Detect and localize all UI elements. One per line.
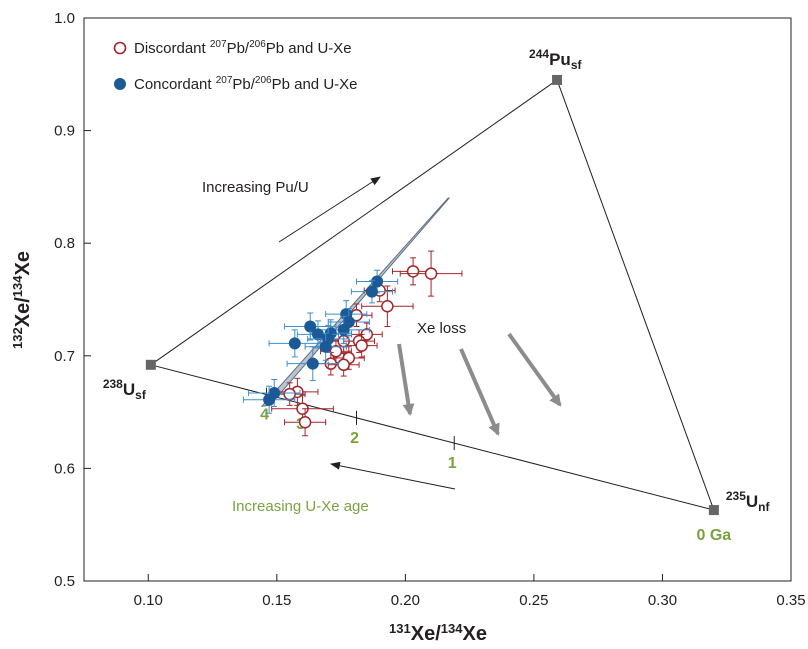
endmember-sup: 235 <box>726 489 746 503</box>
endmember-base: U <box>746 492 758 511</box>
xe-loss-arrow <box>397 343 415 416</box>
regression-band-fill <box>260 197 451 407</box>
discordant-point <box>284 408 327 437</box>
endmember-base: U <box>123 380 135 399</box>
x-axis-label-sup: 131 <box>389 621 411 636</box>
annotation-increasing-u-xe-age: Increasing U-Xe age <box>232 498 369 515</box>
legend-concordant-sup1: 207 <box>216 75 233 86</box>
legend-discordant-sup2: 206 <box>249 39 266 50</box>
x-tick-label: 0.15 <box>262 592 291 609</box>
y-tick-label: 0.9 <box>54 123 75 140</box>
mixing-triangle: 43210 Ga <box>149 79 732 544</box>
age-tick-label: 2 <box>350 430 359 447</box>
endmember-label: 238Usf <box>103 377 147 402</box>
y-tick-label: 0.6 <box>54 460 75 477</box>
x-tick-label: 0.20 <box>391 592 420 609</box>
legend-concordant-sup2: 206 <box>255 75 272 86</box>
annotation-increasing-pu-u: Increasing Pu/U <box>202 179 309 196</box>
annotations <box>278 176 562 490</box>
marker <box>371 275 384 288</box>
x-tick-label: 0.30 <box>648 592 677 609</box>
xe-loss-arrow <box>459 348 500 436</box>
plot-frame <box>83 17 792 582</box>
legend-concordant-mid: Pb/ <box>232 76 255 93</box>
x-tick-label: 0.10 <box>134 592 163 609</box>
concordant-point <box>350 279 394 304</box>
legend-discordant-marker <box>113 41 127 55</box>
x-axis-label: 131Xe/134Xe <box>389 621 487 645</box>
marker <box>355 339 368 352</box>
marker <box>381 300 394 313</box>
legend-concordant-pre: Concordant <box>134 76 216 93</box>
endmember-sub: nf <box>758 500 770 514</box>
endmember-sub: sf <box>135 388 147 402</box>
discordant-point <box>399 250 463 297</box>
endmember-marker <box>708 505 719 516</box>
endmember-label: 235Unf <box>726 489 771 514</box>
marker <box>337 358 350 372</box>
x-axis-label-main2: Xe <box>462 623 486 645</box>
age-tick-label: 1 <box>448 455 457 472</box>
x-axis-label-sup2: 134 <box>441 621 463 636</box>
legend: Discordant 207Pb/206Pb and U-Xe Concorda… <box>113 39 358 93</box>
endmember-sub: sf <box>571 58 583 72</box>
y-axis-label-main2: Xe <box>12 251 34 275</box>
marker <box>306 357 319 370</box>
pu-u-arrow <box>278 176 381 243</box>
concordant-point <box>284 312 337 341</box>
y-tick-label: 1.0 <box>54 10 75 27</box>
data-series <box>242 250 463 437</box>
concordant-point <box>268 329 322 358</box>
marker <box>263 393 276 406</box>
y-axis-label-sup2: 134 <box>10 275 25 297</box>
endmember-marker <box>145 359 156 370</box>
marker <box>311 328 324 341</box>
marker <box>329 345 343 358</box>
y-axis-label: 132Xe/134Xe <box>10 251 34 349</box>
endmember-sup: 244 <box>529 47 549 61</box>
concordant-point <box>317 315 370 344</box>
endmember-base: Pu <box>549 50 571 69</box>
endmember-sup: 238 <box>103 377 123 391</box>
legend-discordant-post: Pb and U-Xe <box>266 40 352 57</box>
y-tick-label: 0.7 <box>54 348 75 365</box>
age-tick-label: 0 Ga <box>697 527 732 544</box>
legend-discordant-mid: Pb/ <box>227 40 250 57</box>
y-tick-label: 0.8 <box>54 235 75 252</box>
discordant-point <box>361 285 414 328</box>
u-xe-age-arrow <box>330 461 456 490</box>
legend-discordant-sup1: 207 <box>210 39 227 50</box>
axis-ticks: 0.10 0.15 0.20 0.25 0.30 0.35 0.5 0.6 0.7 0.8 0.9 1… <box>54 10 805 609</box>
mixing-triangle-outline <box>149 79 715 511</box>
marker <box>288 337 301 350</box>
marker <box>424 267 438 280</box>
marker <box>365 285 378 298</box>
x-axis-label-main: Xe/ <box>411 623 441 645</box>
endmember-marker <box>552 74 563 85</box>
y-tick-label: 0.5 <box>54 573 75 590</box>
y-axis-label-sup: 132 <box>10 327 25 349</box>
regression-band <box>260 197 451 407</box>
annotation-xe-loss: Xe loss <box>417 320 466 337</box>
legend-concordant-label: Concordant 207Pb/206Pb and U-Xe <box>134 75 358 93</box>
legend-discordant-label: Discordant 207Pb/206Pb and U-Xe <box>134 39 352 57</box>
endmember-label: 244Pusf <box>529 47 582 72</box>
legend-concordant-post: Pb and U-Xe <box>272 76 358 93</box>
y-axis-label-main: Xe/ <box>12 297 34 327</box>
x-tick-label: 0.35 <box>776 592 805 609</box>
concordant-point <box>286 346 340 382</box>
age-tick-label: 4 <box>260 407 269 424</box>
legend-concordant-marker <box>114 78 126 90</box>
legend-discordant-pre: Discordant <box>134 40 210 57</box>
marker <box>406 265 420 278</box>
marker <box>283 387 296 401</box>
marker <box>298 415 312 429</box>
concordant-point <box>242 385 296 414</box>
marker <box>337 323 350 336</box>
x-tick-label: 0.25 <box>519 592 548 609</box>
marker <box>319 340 332 353</box>
xe-loss-arrow <box>507 332 562 407</box>
